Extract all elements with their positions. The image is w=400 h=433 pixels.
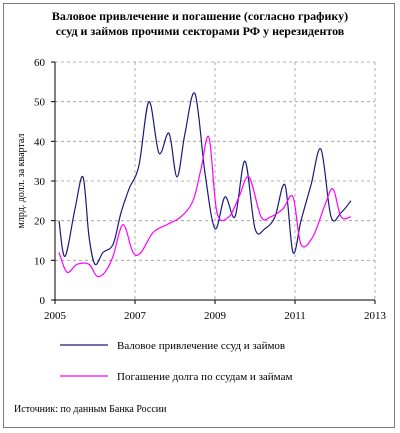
legend-label-1: Валовое привлечение ссуд и займов: [117, 340, 285, 352]
x-tick-label: 2009: [204, 310, 227, 322]
x-tick-label: 2007: [124, 310, 147, 322]
chart-title: Валовое привлечение и погашение (согласн…: [0, 9, 400, 39]
source-note: Источник: по данным Банка России: [14, 404, 167, 415]
legend-label-2: Погашение долга по ссудам и займам: [117, 371, 292, 383]
legend: Валовое привлечение ссуд и займов Погашен…: [60, 340, 292, 383]
y-tick-label: 50: [34, 97, 46, 109]
y-tick-label: 10: [34, 255, 46, 267]
chart-title-line-1: Валовое привлечение и погашение (согласн…: [51, 9, 349, 23]
series-lines: [58, 92, 352, 278]
y-tick-label: 40: [34, 136, 46, 148]
series-line-1: [58, 92, 352, 266]
y-tick-label: 0: [40, 295, 46, 307]
y-tick-label: 20: [34, 216, 46, 228]
x-tick-label: 2011: [284, 310, 306, 322]
chart-title-line-2: ссуд и займов прочими секторами РФ у нер…: [55, 24, 345, 38]
y-tick-labels: 0 10 20 30 40 50 60: [34, 57, 46, 307]
y-tick-label: 60: [34, 57, 46, 69]
chart-frame: [3, 3, 395, 428]
series-line-2: [58, 135, 352, 278]
x-tick-labels: 2005 2007 2009 2011 2013: [44, 310, 387, 322]
axes: [51, 61, 376, 304]
x-tick-label: 2013: [364, 310, 387, 322]
y-tick-label: 30: [34, 176, 46, 188]
grid: [55, 61, 376, 300]
y-axis-label: млрд. долл. за квартал: [16, 134, 27, 229]
x-tick-label: 2005: [44, 310, 67, 322]
